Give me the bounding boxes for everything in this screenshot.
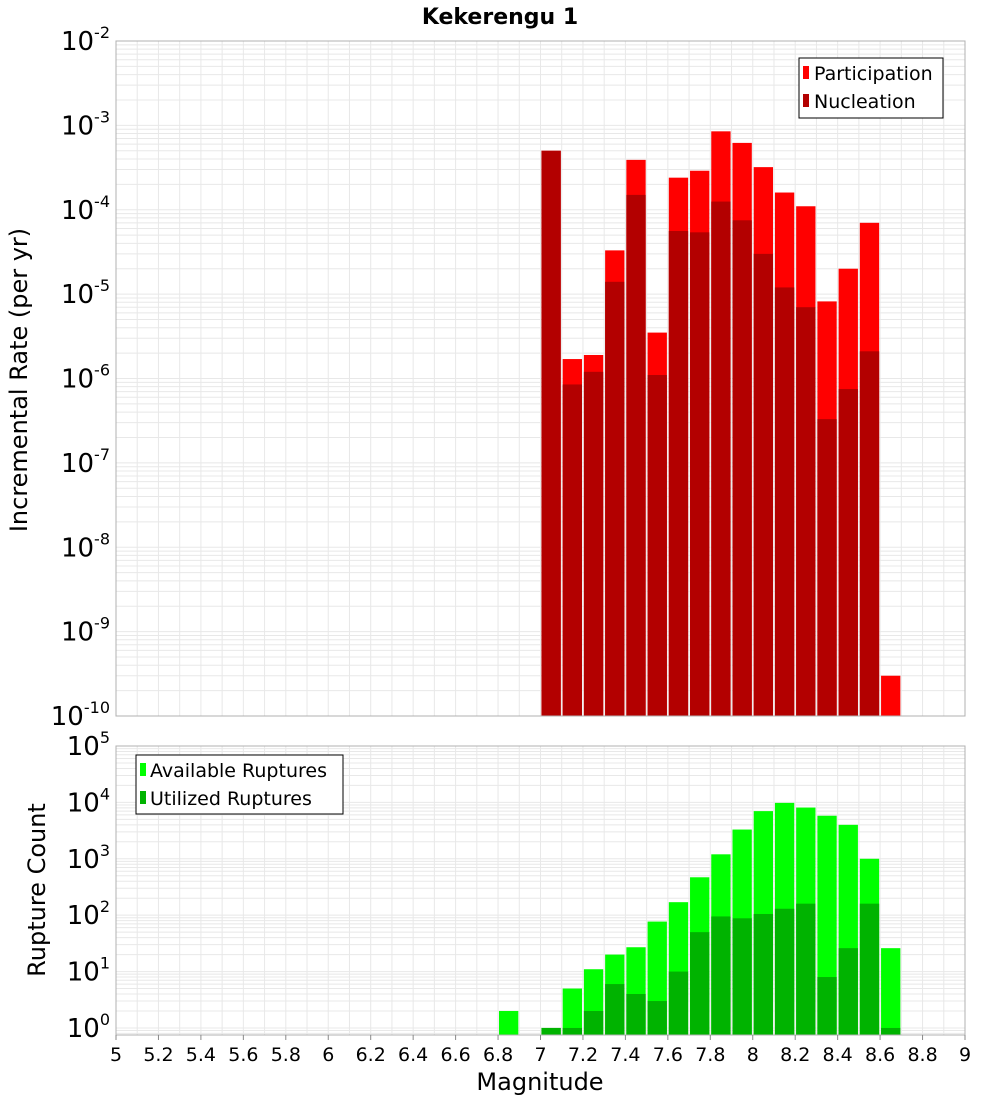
x-tick-label: 8.8 — [907, 1044, 937, 1066]
legend-label-utilized: Utilized Ruptures — [150, 788, 312, 810]
bottom-bar-utilized-ruptures-0 — [541, 1027, 561, 1035]
x-tick-label: 5 — [110, 1044, 122, 1066]
top-y-tick-label: 10-5 — [61, 276, 110, 310]
bottom-bar-utilized-ruptures-10 — [753, 913, 774, 1035]
top-bar-nucleation-8 — [711, 201, 731, 716]
x-tick-label: 8.6 — [865, 1044, 895, 1066]
bottom-bar-utilized-ruptures-4 — [626, 994, 646, 1035]
top-bar-nucleation-11 — [774, 287, 795, 716]
bottom-bar-available-ruptures-17 — [881, 948, 901, 1035]
bottom-bar-utilized-ruptures-9 — [732, 918, 752, 1035]
top-bar-nucleation-7 — [690, 232, 710, 716]
top-bar-nucleation-15 — [859, 351, 880, 716]
x-tick-label: 7.4 — [610, 1044, 640, 1066]
top-bar-nucleation-1 — [562, 384, 582, 716]
top-bar-nucleation-6 — [668, 230, 689, 716]
bottom-bar-utilized-ruptures-8 — [711, 916, 731, 1035]
bottom-bar-utilized-ruptures-2 — [583, 1010, 604, 1035]
x-tick-label: 7.6 — [653, 1044, 683, 1066]
legend-swatch-nucleation — [803, 94, 809, 107]
x-tick-label: 8 — [747, 1044, 759, 1066]
top-bar-nucleation-13 — [817, 419, 837, 716]
x-tick-label: 7 — [534, 1044, 546, 1066]
bottom-y-axis-label: Rupture Count — [23, 803, 51, 977]
legend-label-available: Available Ruptures — [150, 760, 327, 782]
x-tick-label: 9 — [959, 1044, 971, 1066]
x-tick-label: 7.8 — [695, 1044, 725, 1066]
top-bar-nucleation-0 — [541, 150, 561, 716]
top-bar-nucleation-5 — [647, 375, 667, 716]
legend-label-nucleation: Nucleation — [814, 91, 916, 113]
top-bar-nucleation-4 — [626, 194, 646, 716]
top-bar-nucleation-3 — [605, 281, 625, 716]
x-tick-label: 6.6 — [440, 1044, 470, 1066]
chart-title: Kekerengu 1 — [422, 5, 578, 30]
bottom-bar-utilized-ruptures-7 — [690, 932, 710, 1035]
bottom-y-tick-label: 105 — [67, 728, 110, 762]
bottom-y-ticks: 100 101 102 103 104 105 — [67, 728, 110, 1044]
bottom-bar-utilized-ruptures-13 — [817, 977, 837, 1035]
top-bar-participation-16 — [881, 675, 901, 716]
top-bar-nucleation-9 — [732, 220, 752, 717]
x-ticks: 5 5.2 5.4 5.6 5.8 6 6.2 6.4 6.6 6.8 7 7.2 7.4 7.6 7.8 8… — [110, 1035, 971, 1066]
x-axis-label: Magnitude — [476, 1068, 603, 1096]
x-tick-label: 8.2 — [780, 1044, 810, 1066]
x-tick-label: 6.4 — [398, 1044, 428, 1066]
legend-swatch-utilized — [140, 791, 146, 804]
bottom-bar-utilized-ruptures-5 — [647, 1001, 667, 1035]
top-y-tick-label: 10-6 — [61, 361, 110, 395]
bottom-legend: Available Ruptures Utilized Ruptures — [135, 754, 344, 815]
bottom-y-tick-label: 103 — [67, 841, 110, 875]
top-y-ticks: 10-10 10-9 10-8 10-7 10-6 10-5 10-4 10-3 10-2 — [51, 23, 110, 732]
top-y-tick-label: 10-4 — [61, 192, 110, 226]
top-y-tick-label: 10-7 — [61, 445, 110, 479]
bottom-bars — [499, 802, 901, 1035]
top-bars — [541, 131, 901, 717]
top-bar-nucleation-2 — [583, 371, 604, 716]
top-y-axis-label: Incremental Rate (per yr) — [5, 228, 33, 532]
top-y-tick-label: 10-2 — [61, 23, 110, 57]
x-tick-label: 5.4 — [186, 1044, 216, 1066]
bottom-y-tick-label: 100 — [67, 1010, 110, 1044]
bottom-y-tick-label: 104 — [67, 784, 110, 818]
top-bar-nucleation-12 — [796, 307, 816, 716]
bottom-bar-utilized-ruptures-12 — [796, 903, 816, 1035]
x-tick-label: 5.8 — [271, 1044, 301, 1066]
x-tick-label: 5.6 — [228, 1044, 258, 1066]
top-legend: Participation Nucleation — [798, 57, 944, 119]
bottom-y-tick-label: 101 — [67, 954, 110, 988]
bottom-bar-available-ruptures-2 — [562, 988, 582, 1035]
x-tick-label: 6.2 — [356, 1044, 386, 1066]
legend-swatch-available — [140, 763, 146, 776]
bottom-bar-utilized-ruptures-14 — [838, 948, 858, 1035]
bottom-bar-available-ruptures-0 — [499, 1010, 519, 1035]
bottom-y-tick-label: 102 — [67, 897, 110, 931]
top-y-tick-label: 10-10 — [51, 698, 110, 732]
top-bar-nucleation-14 — [838, 389, 858, 716]
bottom-bar-utilized-ruptures-6 — [668, 971, 689, 1035]
bottom-bar-utilized-ruptures-1 — [562, 1027, 582, 1035]
bottom-bar-utilized-ruptures-11 — [774, 908, 795, 1035]
top-y-tick-label: 10-9 — [61, 614, 110, 648]
x-tick-label: 8.4 — [823, 1044, 853, 1066]
x-tick-label: 5.2 — [143, 1044, 173, 1066]
legend-swatch-participation — [803, 66, 809, 79]
legend-label-participation: Participation — [814, 63, 933, 85]
x-tick-label: 6.8 — [483, 1044, 513, 1066]
bottom-bar-utilized-ruptures-16 — [881, 1027, 901, 1035]
x-tick-label: 7.2 — [568, 1044, 598, 1066]
bottom-bar-utilized-ruptures-15 — [859, 903, 880, 1035]
top-y-tick-label: 10-8 — [61, 529, 110, 563]
top-grid — [115, 40, 966, 717]
top-bar-nucleation-10 — [753, 253, 774, 716]
top-y-tick-label: 10-3 — [61, 107, 110, 141]
x-tick-label: 6 — [322, 1044, 334, 1066]
bottom-bar-utilized-ruptures-3 — [605, 984, 625, 1035]
